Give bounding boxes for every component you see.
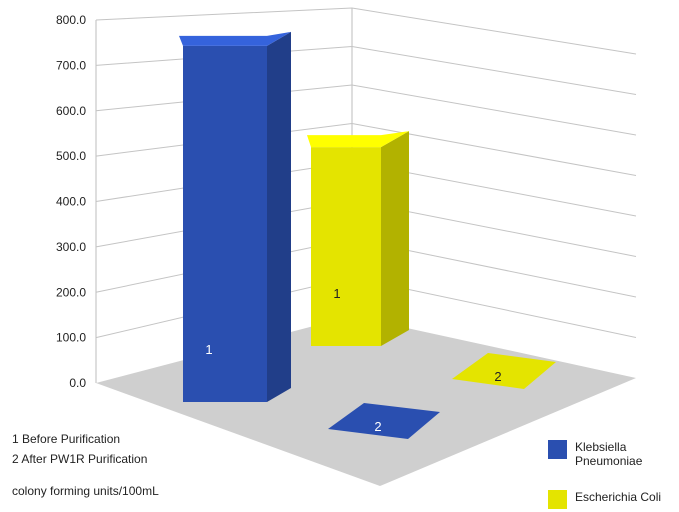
- y-tick-label: 400.0: [56, 195, 86, 209]
- note-before: 1 Before Purification: [12, 432, 121, 446]
- y-tick-label: 100.0: [56, 331, 86, 345]
- note-after: 2 After PW1R Purification: [12, 452, 148, 466]
- legend-item-klebsiella: Klebsiella Pneumoniae: [548, 440, 679, 468]
- legend-item-ecoli: Escherichia Coli: [548, 490, 679, 509]
- y-tick-label: 700.0: [56, 58, 86, 72]
- legend-label-klebsiella: Klebsiella Pneumoniae: [575, 440, 643, 468]
- y-tick-label: 200.0: [56, 285, 86, 299]
- legend-swatch-ecoli: [548, 490, 567, 509]
- legend-label-ecoli: Escherichia Coli: [575, 490, 662, 504]
- bar: 1: [307, 131, 409, 346]
- y-axis-tick-labels: 0.0 100.0 200.0 300.0 400.0 500.0 600.0 700.0 80…: [56, 13, 86, 390]
- y-tick-label: 500.0: [56, 149, 86, 163]
- y-tick-label: 800.0: [56, 13, 86, 27]
- gridline: [95, 45, 637, 95]
- bar-category-label: 2: [494, 369, 501, 384]
- gridline: [95, 7, 637, 55]
- bar-category-label: 2: [374, 419, 381, 434]
- note-units: colony forming units/100mL: [12, 484, 159, 498]
- bar: 1: [179, 31, 291, 402]
- bar-category-label: 1: [205, 342, 212, 357]
- bar: 2: [328, 403, 440, 439]
- bars: 1 1 2 2: [179, 31, 556, 439]
- y-tick-label: 600.0: [56, 104, 86, 118]
- y-tick-label: 0.0: [69, 376, 86, 390]
- gridline: [95, 122, 637, 176]
- gridline: [95, 84, 637, 136]
- legend-swatch-klebsiella: [548, 440, 567, 459]
- bar: 2: [452, 353, 556, 389]
- y-tick-label: 300.0: [56, 240, 86, 254]
- bar-category-label: 1: [333, 286, 340, 301]
